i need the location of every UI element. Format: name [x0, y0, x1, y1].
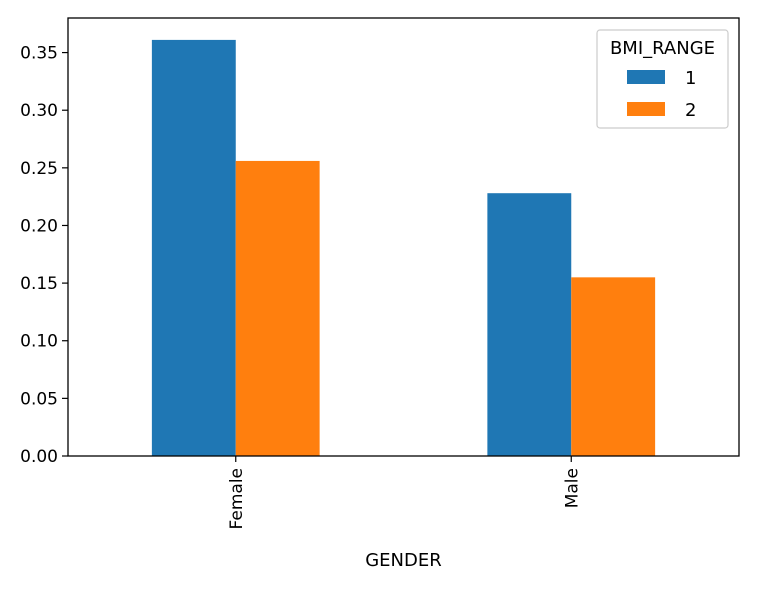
plot-frame [67, 17, 740, 457]
legend-title: BMI_RANGE [610, 38, 715, 59]
bar-female-series-2 [235, 160, 320, 456]
legend: BMI_RANGE 12 [596, 29, 729, 129]
bars-layer [151, 39, 656, 457]
legend-swatch-1 [627, 70, 665, 84]
y-tick-label: 0.10 [20, 332, 58, 352]
legend-items: 12 [627, 68, 696, 121]
x-axis: Female Male [227, 456, 582, 529]
x-tick-label-female: Female [227, 468, 247, 529]
legend-swatch-2 [627, 102, 665, 116]
legend-label-1: 1 [685, 68, 696, 89]
y-tick-label: 0.20 [20, 216, 58, 236]
y-tick-label: 0.15 [20, 274, 58, 294]
y-tick-label: 0.00 [20, 447, 58, 467]
x-tick-label-male: Male [562, 468, 582, 508]
bar-male-series-1 [487, 193, 572, 456]
y-tick-label: 0.25 [20, 159, 58, 179]
x-axis-title: GENDER [365, 550, 442, 571]
y-tick-label: 0.35 [20, 44, 58, 64]
bar-female-series-1 [151, 39, 236, 457]
legend-label-2: 2 [685, 100, 696, 121]
y-tick-label: 0.05 [20, 389, 58, 409]
bar-male-series-2 [571, 277, 656, 456]
y-tick-label: 0.30 [20, 101, 58, 121]
y-axis: 0.00 0.05 0.10 0.15 0.20 0.25 0.30 0.35 [20, 44, 68, 467]
